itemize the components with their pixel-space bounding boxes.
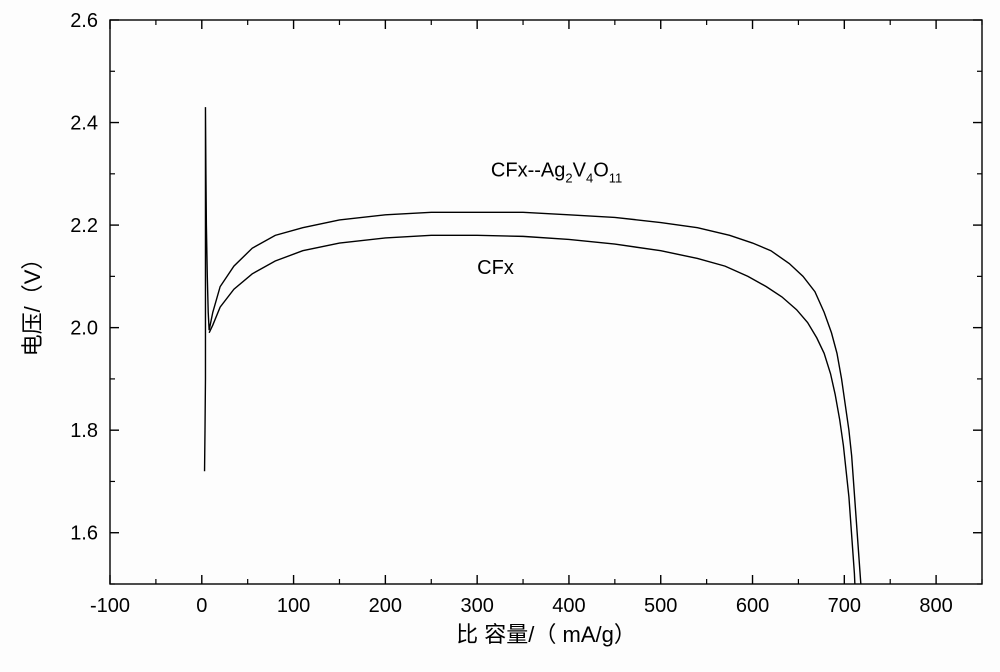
x-tick-label: 500 xyxy=(644,595,677,617)
series-label-CFx: CFx xyxy=(477,257,514,279)
x-tick-label: -100 xyxy=(90,595,130,617)
x-tick-label: 300 xyxy=(460,595,493,617)
x-axis-title: 比 容量/（ mA/g） xyxy=(456,622,636,647)
discharge-curve-chart: -100 0 100 200 300 400 500 600 700 800 1.6 1.8 2.0 2.… xyxy=(0,0,1000,672)
y-tick-label: 2.2 xyxy=(70,215,98,237)
x-tick-label: 600 xyxy=(736,595,769,617)
series-label-CFx--Ag2V4O11: CFx--Ag2V4O11 xyxy=(491,159,622,185)
series-CFx xyxy=(209,235,855,584)
y-tick-label: 1.6 xyxy=(70,523,98,545)
chart-svg: -100 0 100 200 300 400 500 600 700 800 1.6 1.8 2.0 2.… xyxy=(0,0,1000,672)
y-tick-label: 2.6 xyxy=(70,10,98,32)
y-tick-label: 2.4 xyxy=(70,113,98,135)
y-axis-title: 电压/（V） xyxy=(20,248,45,357)
plot-border xyxy=(110,20,982,584)
y-tick-label: 2.0 xyxy=(70,318,98,340)
y-tick-label: 1.8 xyxy=(70,420,98,442)
x-tick-label: 200 xyxy=(369,595,402,617)
x-tick-label: 0 xyxy=(196,595,207,617)
x-tick-label: 800 xyxy=(919,595,952,617)
x-tick-label: 400 xyxy=(552,595,585,617)
x-tick-label: 100 xyxy=(277,595,310,617)
x-tick-label: 700 xyxy=(828,595,861,617)
